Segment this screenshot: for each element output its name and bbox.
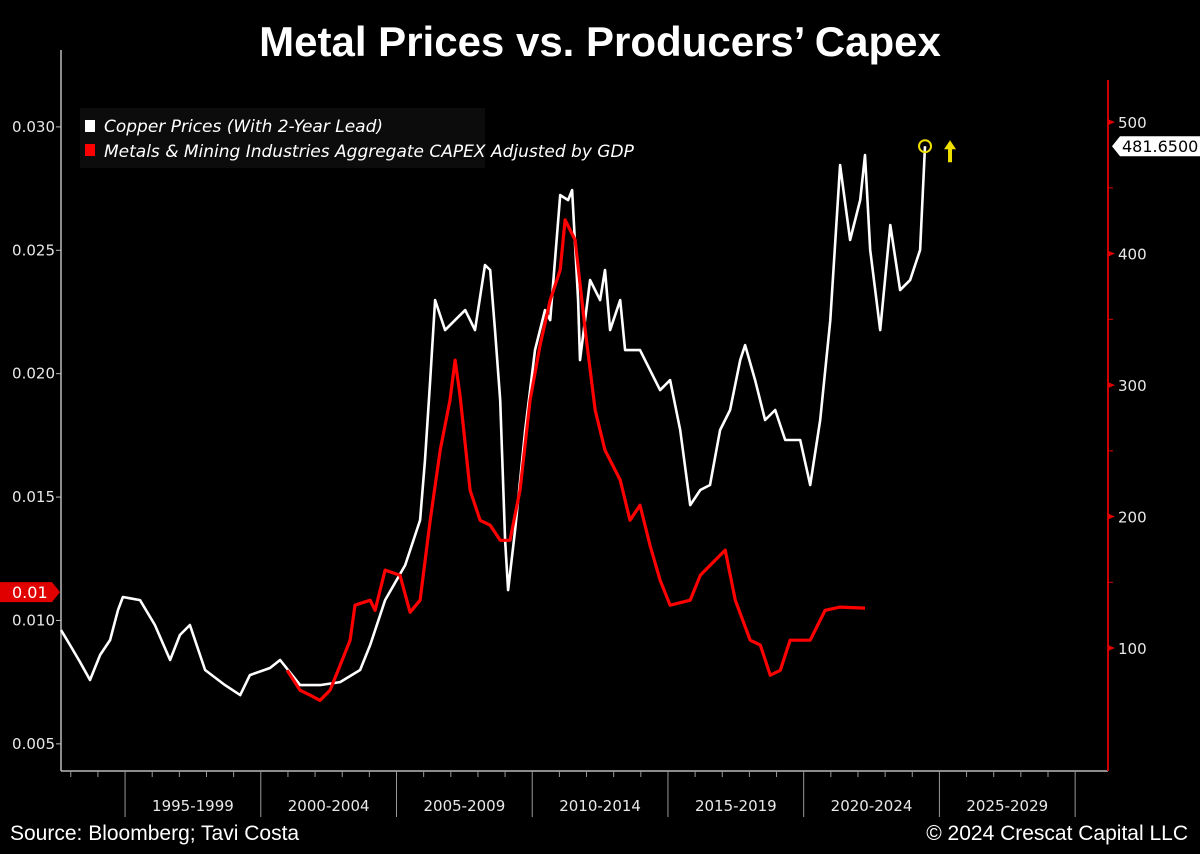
capex-series-line bbox=[285, 218, 866, 702]
right-axis-tick bbox=[1108, 513, 1115, 520]
right-axis-tick bbox=[1108, 119, 1115, 126]
left-last-value-label: 0.01 bbox=[12, 583, 48, 602]
x-axis-tick-label: 2015-2019 bbox=[695, 797, 777, 815]
right-axis-tick bbox=[1108, 382, 1115, 389]
left-last-value-badge bbox=[0, 582, 60, 603]
right-axis-tick bbox=[1108, 645, 1115, 652]
right-last-value-label: 481.6500 bbox=[1122, 137, 1198, 156]
left-axis-tick-label: 0.020 bbox=[12, 365, 55, 383]
right-axis-tick-label: 300 bbox=[1118, 377, 1147, 395]
copper-series-line bbox=[59, 146, 927, 697]
up-arrow-icon bbox=[944, 140, 957, 163]
right-axis-tick-label: 200 bbox=[1118, 509, 1147, 527]
copyright-note: © 2024 Crescat Capital LLC bbox=[926, 822, 1188, 845]
left-axis-tick-label: 0.005 bbox=[12, 735, 55, 753]
legend-label-capex: Metals & Mining Industries Aggregate CAP… bbox=[104, 142, 635, 162]
left-axis-tick-label: 0.030 bbox=[12, 118, 55, 136]
x-axis-tick-label: 2005-2009 bbox=[423, 797, 505, 815]
highlight-circle-marker bbox=[918, 139, 933, 154]
right-axis-tick-label: 400 bbox=[1118, 246, 1147, 264]
x-axis-tick-label: 2020-2024 bbox=[831, 797, 913, 815]
legend-swatch-capex bbox=[85, 144, 95, 156]
right-axis-tick bbox=[1108, 250, 1115, 257]
chart-title: Metal Prices vs. Producers’ Capex bbox=[259, 18, 941, 65]
x-axis-tick-label: 2010-2014 bbox=[559, 797, 641, 815]
legend-swatch-copper bbox=[85, 120, 95, 132]
x-axis-tick-label: 1995-1999 bbox=[152, 797, 234, 815]
left-axis-tick-label: 0.015 bbox=[12, 488, 55, 506]
x-axis-tick-label: 2000-2004 bbox=[288, 797, 370, 815]
legend-box bbox=[80, 108, 485, 168]
source-note: Source: Bloomberg; Tavi Costa bbox=[10, 822, 300, 845]
right-axis-tick-label: 100 bbox=[1118, 640, 1147, 658]
x-axis-tick-label: 2025-2029 bbox=[966, 797, 1048, 815]
right-axis-tick-label: 500 bbox=[1118, 114, 1147, 132]
right-last-value-badge bbox=[1112, 136, 1200, 157]
left-axis-tick-label: 0.025 bbox=[12, 241, 55, 259]
legend-label-copper: Copper Prices (With 2-Year Lead) bbox=[104, 117, 383, 137]
left-axis-tick-label: 0.010 bbox=[12, 611, 55, 629]
